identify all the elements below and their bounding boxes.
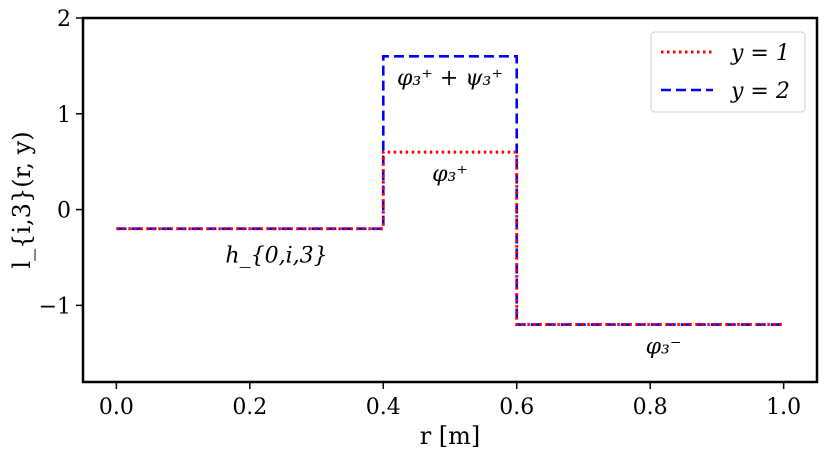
series-line-y-2	[116, 55, 784, 326]
y-tick-label: 0	[57, 199, 71, 224]
annotations: h_{0,i,3} φ₃⁺ + ψ₃⁺ φ₃⁺ φ₃⁻	[225, 66, 681, 359]
annotation-label: φ₃⁺	[432, 162, 468, 187]
x-tick-label: 0.6	[499, 395, 534, 420]
y-axis-ticks: −1 0 1 2	[39, 7, 83, 319]
y-tick-label: −1	[39, 294, 71, 319]
legend-box	[650, 31, 806, 113]
annotation-label: φ₃⁺ + ψ₃⁺	[397, 66, 503, 91]
x-tick-label: 0.2	[232, 395, 267, 420]
x-tick-label: 1.0	[766, 395, 801, 420]
x-tick-label: 0.8	[633, 395, 668, 420]
legend-label: y = 1	[730, 41, 790, 66]
plot-frame	[81, 16, 819, 384]
legend: y = 1 y = 2	[650, 31, 806, 113]
x-axis-ticks: 0.0 0.2 0.4 0.6 0.8 1.0	[99, 382, 801, 420]
x-tick-label: 0.0	[99, 395, 134, 420]
y-tick-label: 1	[57, 103, 71, 128]
y-tick-label: 2	[57, 7, 71, 32]
x-tick-label: 0.4	[366, 395, 401, 420]
annotation-label: h_{0,i,3}	[225, 243, 327, 268]
series-line-y-1	[116, 150, 784, 327]
legend-label: y = 2	[730, 79, 790, 104]
x-axis-label: r [m]	[420, 422, 481, 450]
annotation-label: φ₃⁻	[646, 334, 682, 359]
plot-series	[116, 55, 784, 327]
y-axis-label: l_{i,3}(r, y)	[8, 131, 36, 268]
